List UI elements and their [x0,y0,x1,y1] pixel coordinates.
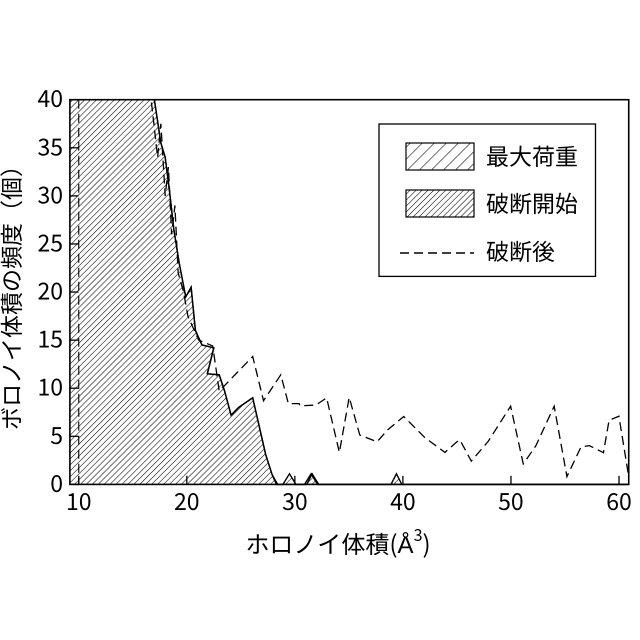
svg-text:50: 50 [498,483,524,517]
svg-text:40: 40 [37,80,63,114]
svg-text:40: 40 [390,483,416,517]
svg-text:10: 10 [37,369,63,403]
svg-text:60: 60 [606,483,632,517]
svg-text:5: 5 [50,417,63,451]
svg-text:20: 20 [174,483,200,517]
svg-text:破断開始: 破断開始 [486,185,578,219]
svg-text:35: 35 [37,128,63,162]
svg-text:10: 10 [66,483,92,517]
svg-text:0: 0 [50,465,63,499]
svg-text:最大荷重: 最大荷重 [486,138,578,172]
svg-text:ホロノイ体積(Å3): ホロノイ体積(Å3) [245,522,430,560]
svg-text:破断後: 破断後 [486,233,555,267]
svg-text:20: 20 [37,273,63,307]
svg-text:25: 25 [37,225,63,259]
svg-text:30: 30 [282,483,308,517]
svg-text:ボロノイ体積の頻度（個）: ボロノイ体積の頻度（個） [0,154,27,430]
svg-text:30: 30 [37,176,63,210]
svg-text:15: 15 [37,321,63,355]
